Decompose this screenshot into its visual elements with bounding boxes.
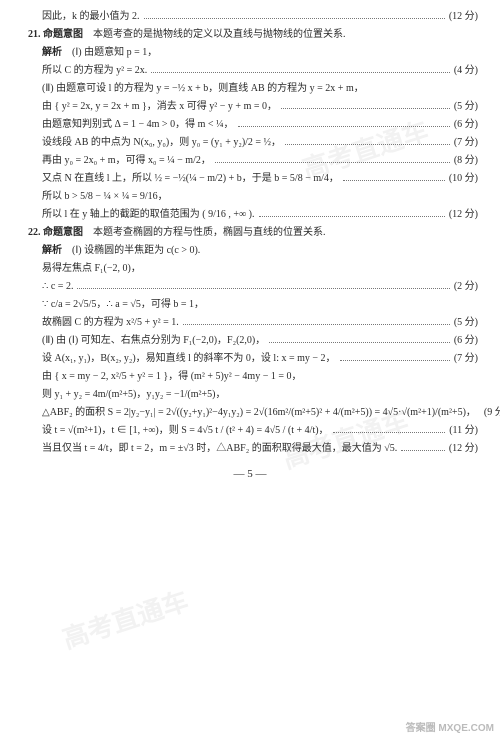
leader-dots	[183, 324, 450, 325]
score-mark: (5 分)	[454, 314, 478, 331]
leader-dots	[238, 126, 450, 127]
text-line: ∴ c = 2. (2 分)	[28, 278, 478, 295]
text-line: ∵ c/a = 2√5/5，∴ a = √5，可得 b = 1，	[28, 296, 478, 313]
text-line: 所以 C 的方程为 y² = 2x. (4 分)	[28, 62, 478, 79]
line-left: 由 { y² = 2x, y = 2x + m }，消去 x 可得 y² − y…	[42, 98, 277, 115]
score-mark: (2 分)	[454, 278, 478, 295]
line-left: 所以 l 在 y 轴上的截距的取值范围为 ( 9/16 , +∞ ).	[42, 206, 255, 223]
score-mark: (8 分)	[454, 152, 478, 169]
text-line: 设 t = √(m²+1)，t ∈ [1, +∞)，则 S = 4√5 t / …	[28, 422, 478, 439]
leader-dots	[151, 72, 450, 73]
line-left: 又点 N 在直线 l 上，所以 ½ = −½(¼ − m/2) + b，于是 b…	[42, 170, 339, 187]
line-left: ∴ c = 2.	[42, 278, 73, 295]
heading-prefix: 解析	[42, 47, 62, 58]
line-left: (Ⅱ) 由 (Ⅰ) 可知左、右焦点分别为 F₁(−2,0)，F₂(2,0)，	[42, 332, 265, 349]
line-text: 本题考查椭圆的方程与性质，椭圆与直线的位置关系.	[83, 227, 326, 238]
line-left: 设 t = √(m²+1)，t ∈ [1, +∞)，则 S = 4√5 t / …	[42, 422, 329, 439]
line-left: 因此，k 的最小值为 2.	[42, 8, 140, 25]
text-line: 设线段 AB 的中点为 N(x₀, y₀)，则 y₀ = (y₁ + y₂)/2…	[28, 134, 478, 151]
score-mark: (6 分)	[454, 116, 478, 133]
heading-prefix: 22. 命题意图	[28, 227, 83, 238]
text-line: 当且仅当 t = 4/t，即 t = 2，m = ±√3 时，△ABF₂ 的面积…	[28, 440, 478, 457]
text-line: 由 { y² = 2x, y = 2x + m }，消去 x 可得 y² − y…	[28, 98, 478, 115]
text-line: 则 y₁ + y₂ = 4m/(m²+5)，y₁y₂ = −1/(m²+5)，	[28, 386, 478, 403]
line-left: 再由 y₀ = 2x₀ + m，可得 x₀ = ¼ − m/2，	[42, 152, 211, 169]
leader-dots	[343, 180, 445, 181]
score-mark: (12 分)	[449, 8, 478, 25]
score-mark: (7 分)	[454, 350, 478, 367]
score-mark: (11 分)	[449, 422, 478, 439]
score-mark: (4 分)	[454, 62, 478, 79]
heading-prefix: 21. 命题意图	[28, 29, 83, 40]
leader-dots	[144, 18, 445, 19]
line-left: 故椭圆 C 的方程为 x²/5 + y² = 1.	[42, 314, 179, 331]
text-line: 因此，k 的最小值为 2. (12 分)	[28, 8, 478, 25]
text-line: 再由 y₀ = 2x₀ + m，可得 x₀ = ¼ − m/2， (8 分)	[28, 152, 478, 169]
score-mark: (9 分)	[484, 404, 500, 421]
text-line: 由题意知判别式 Δ = 1 − 4m > 0，得 m < ¼， (6 分)	[28, 116, 478, 133]
text-line: 所以 b > 5/8 − ¼ × ¼ = 9/16，	[28, 188, 478, 205]
leader-dots	[215, 162, 450, 163]
score-mark: (6 分)	[454, 332, 478, 349]
leader-dots	[269, 342, 450, 343]
score-mark: (12 分)	[449, 206, 478, 223]
score-mark: (7 分)	[454, 134, 478, 151]
leader-dots	[333, 432, 446, 433]
score-mark: (12 分)	[449, 440, 478, 457]
page-number: — 5 —	[0, 468, 500, 480]
line-text: (Ⅰ) 设椭圆的半焦距为 c(c > 0).	[62, 245, 200, 256]
line-left: △ABF₂ 的面积 S = 2|y₂−y₁| = 2√((y₂+y₁)²−4y₁…	[42, 404, 476, 421]
leader-dots	[401, 450, 445, 451]
line-left: 设线段 AB 的中点为 N(x₀, y₀)，则 y₀ = (y₁ + y₂)/2…	[42, 134, 281, 151]
text-line: 22. 命题意图 本题考查椭圆的方程与性质，椭圆与直线的位置关系.	[28, 224, 478, 241]
score-mark: (10 分)	[449, 170, 478, 187]
text-line: (Ⅱ) 由题意可设 l 的方程为 y = −½ x + b，则直线 AB 的方程…	[28, 80, 478, 97]
site-logo: 答案圈 MXQE.COM	[406, 719, 494, 734]
leader-dots	[340, 360, 450, 361]
text-line: 故椭圆 C 的方程为 x²/5 + y² = 1. (5 分)	[28, 314, 478, 331]
watermark: 高考直通车	[57, 581, 192, 656]
text-line: 又点 N 在直线 l 上，所以 ½ = −½(¼ − m/2) + b，于是 b…	[28, 170, 478, 187]
line-text: 本题考查的是抛物线的定义以及直线与抛物线的位置关系.	[83, 29, 346, 40]
leader-dots	[77, 288, 449, 289]
leader-dots	[281, 108, 450, 109]
leader-dots	[259, 216, 445, 217]
text-line: 易得左焦点 F₁(−2, 0)，	[28, 260, 478, 277]
line-left: 由题意知判别式 Δ = 1 − 4m > 0，得 m < ¼，	[42, 116, 234, 133]
text-line: 21. 命题意图 本题考查的是抛物线的定义以及直线与抛物线的位置关系.	[28, 26, 478, 43]
page-content: 因此，k 的最小值为 2.(12 分)21. 命题意图 本题考查的是抛物线的定义…	[0, 0, 500, 462]
line-left: 当且仅当 t = 4/t，即 t = 2，m = ±√3 时，△ABF₂ 的面积…	[42, 440, 397, 457]
text-line: (Ⅱ) 由 (Ⅰ) 可知左、右焦点分别为 F₁(−2,0)，F₂(2,0)， (6…	[28, 332, 478, 349]
text-line: 解析 (Ⅰ) 设椭圆的半焦距为 c(c > 0).	[28, 242, 478, 259]
heading-prefix: 解析	[42, 245, 62, 256]
line-left: 所以 C 的方程为 y² = 2x.	[42, 62, 147, 79]
line-left: 设 A(x₁, y₁)，B(x₂, y₂)，易知直线 l 的斜率不为 0，设 l…	[42, 350, 336, 367]
score-mark: (5 分)	[454, 98, 478, 115]
text-line: 解析 (Ⅰ) 由题意知 p = 1，	[28, 44, 478, 61]
text-line: 由 { x = my − 2, x²/5 + y² = 1 }，得 (m² + …	[28, 368, 478, 385]
line-text: (Ⅰ) 由题意知 p = 1，	[62, 47, 157, 58]
text-line: 设 A(x₁, y₁)，B(x₂, y₂)，易知直线 l 的斜率不为 0，设 l…	[28, 350, 478, 367]
text-line: 所以 l 在 y 轴上的截距的取值范围为 ( 9/16 , +∞ ). (12 分…	[28, 206, 478, 223]
text-line: △ABF₂ 的面积 S = 2|y₂−y₁| = 2√((y₂+y₁)²−4y₁…	[28, 404, 478, 421]
leader-dots	[285, 144, 450, 145]
